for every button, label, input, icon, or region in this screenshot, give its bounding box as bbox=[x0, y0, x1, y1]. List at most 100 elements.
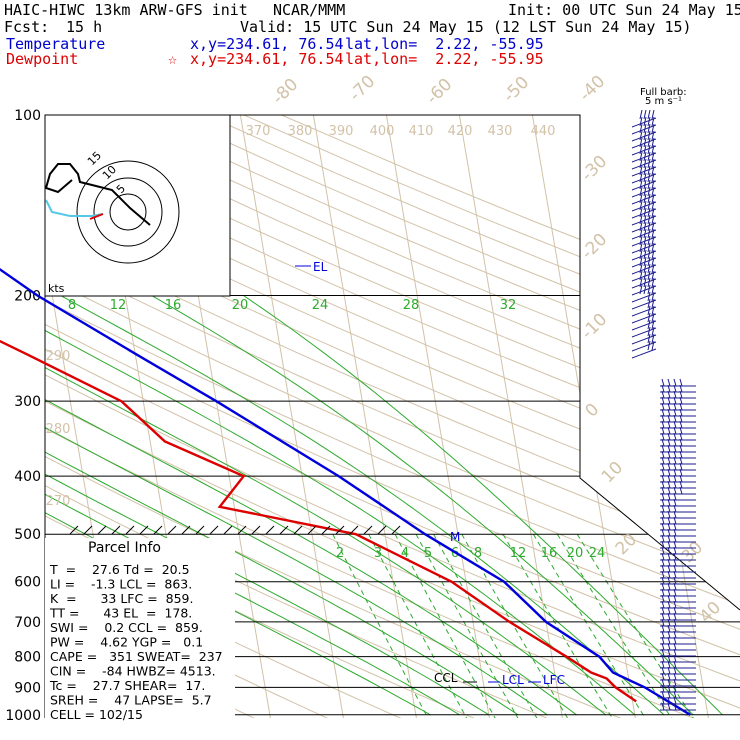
wind-barb-feather bbox=[661, 438, 665, 447]
wind-barb-feather bbox=[643, 109, 647, 120]
wind-barb-feather bbox=[661, 678, 665, 687]
wind-barb-feather bbox=[661, 420, 665, 429]
wind-barb-feather bbox=[679, 414, 683, 423]
freezing-level-hatch bbox=[209, 525, 219, 535]
wind-barb-feather bbox=[647, 137, 651, 148]
wind-barb-feather bbox=[673, 378, 677, 387]
freezing-level-hatch bbox=[153, 525, 163, 535]
wind-barbs bbox=[631, 109, 696, 711]
wind-barb-feather bbox=[667, 624, 671, 633]
wind-barb-feather bbox=[673, 420, 677, 429]
wind-barb-feather bbox=[639, 158, 643, 169]
wind-barb-feather bbox=[673, 636, 677, 645]
wind-barb-feather bbox=[661, 498, 665, 507]
wind-barb-feather bbox=[643, 214, 647, 225]
wind-barb-feather bbox=[667, 456, 671, 465]
wind-barb bbox=[631, 257, 657, 268]
theta-tick-label: 370 bbox=[246, 124, 271, 139]
wind-barb-feather bbox=[639, 242, 643, 253]
mixing-ratio-tick-label: 28 bbox=[403, 298, 420, 313]
wind-barb-feather bbox=[673, 594, 677, 603]
dewpoint-profile bbox=[0, 339, 637, 703]
wind-barb-feather bbox=[673, 444, 677, 453]
init-time: Init: 00 UTC Sun 24 May 15 bbox=[508, 1, 740, 19]
wind-barb-feather bbox=[639, 200, 643, 211]
theta-tick-label: 430 bbox=[488, 124, 513, 139]
dry-adiabat-line bbox=[45, 115, 740, 718]
wind-barb-feather bbox=[673, 450, 677, 459]
wind-barb-feather bbox=[673, 534, 677, 543]
wind-barb bbox=[631, 180, 657, 191]
wind-barb-feather bbox=[667, 702, 671, 711]
wind-barb-feather bbox=[673, 642, 677, 651]
parcel-info-row: CIN = -84 HWBZ= 4513. bbox=[50, 664, 216, 679]
wind-barb-feather bbox=[673, 570, 677, 579]
wind-barb-feather bbox=[667, 666, 671, 675]
isotherm-line bbox=[385, 115, 494, 718]
wind-barb bbox=[631, 145, 657, 156]
wind-barb-feather bbox=[673, 462, 677, 471]
freezing-level-hatch bbox=[83, 525, 93, 535]
wind-barb-feather bbox=[639, 130, 643, 141]
freezing-level-hatch bbox=[349, 525, 359, 535]
theta-tick-label: 280 bbox=[46, 422, 71, 437]
mixing-ratio-line bbox=[556, 533, 678, 718]
wind-barb-feather bbox=[673, 600, 677, 609]
wind-barb-feather bbox=[661, 624, 665, 633]
wind-barb bbox=[631, 271, 657, 282]
wind-barb bbox=[631, 327, 657, 338]
freezing-level-hatch bbox=[223, 525, 233, 535]
wind-barb-feather bbox=[643, 186, 647, 197]
wind-barb-feather bbox=[651, 277, 655, 288]
wind-barb-feather bbox=[667, 492, 671, 501]
wind-barb-feather bbox=[647, 291, 651, 302]
wind-barb-feather bbox=[643, 130, 647, 141]
wind-barb-feather bbox=[661, 432, 665, 441]
wind-barb-feather bbox=[667, 522, 671, 531]
wind-barb-feather bbox=[643, 221, 647, 232]
theta-tick-label: 380 bbox=[288, 124, 313, 139]
dewpoint-marker: ☆ bbox=[168, 50, 178, 68]
wind-barb-feather bbox=[661, 504, 665, 513]
isotherm-tick-label: -30 bbox=[578, 152, 612, 186]
wind-barb-feather bbox=[673, 492, 677, 501]
wind-barb-feather bbox=[651, 291, 655, 302]
wind-barb-feather bbox=[667, 408, 671, 417]
wind-barb-feather bbox=[647, 165, 651, 176]
wind-barb-feather bbox=[673, 510, 677, 519]
freezing-level-hatch bbox=[307, 525, 317, 535]
wind-barb-feather bbox=[661, 540, 665, 549]
wind-barb-feather bbox=[647, 228, 651, 239]
wind-barb-feather bbox=[639, 249, 643, 260]
wind-barb-feather bbox=[673, 648, 677, 657]
wind-barb-feather bbox=[647, 340, 651, 351]
freezing-level-hatch bbox=[391, 525, 401, 535]
wind-barb-feather bbox=[667, 396, 671, 405]
pressure-tick-label: 600 bbox=[14, 575, 41, 591]
wind-barb-feather bbox=[647, 207, 651, 218]
wind-barb-feather bbox=[667, 426, 671, 435]
pressure-tick-label: 800 bbox=[14, 650, 41, 666]
freezing-level-hatch bbox=[181, 525, 191, 535]
wind-barb-feather bbox=[667, 510, 671, 519]
wind-barb-unit: 5 m s⁻¹ bbox=[645, 96, 682, 107]
wind-barb-feather bbox=[651, 326, 655, 337]
wind-barb-feather bbox=[661, 492, 665, 501]
wind-barb bbox=[631, 166, 657, 177]
isotherm-line bbox=[239, 115, 348, 718]
dewpoint-latlon: lat,lon= 2.22, -55.95 bbox=[345, 50, 544, 68]
wind-barb-feather bbox=[643, 200, 647, 211]
wind-barb-feather bbox=[639, 263, 643, 274]
freezing-level-hatch bbox=[195, 525, 205, 535]
freezing-level-hatch bbox=[363, 525, 373, 535]
wind-barb bbox=[631, 194, 657, 205]
wind-barb bbox=[631, 264, 657, 275]
wind-barb-feather bbox=[647, 200, 651, 211]
parcel-info-row: SWI = 0.2 CCL = 859. bbox=[50, 620, 203, 635]
dry-adiabat-line bbox=[45, 115, 740, 718]
wind-barb-feather bbox=[679, 450, 683, 459]
wind-barb-feather bbox=[673, 612, 677, 621]
wind-barb-feather bbox=[651, 284, 655, 295]
wind-barb-feather bbox=[639, 228, 643, 239]
wind-barb-header: Full barb: bbox=[640, 87, 687, 98]
